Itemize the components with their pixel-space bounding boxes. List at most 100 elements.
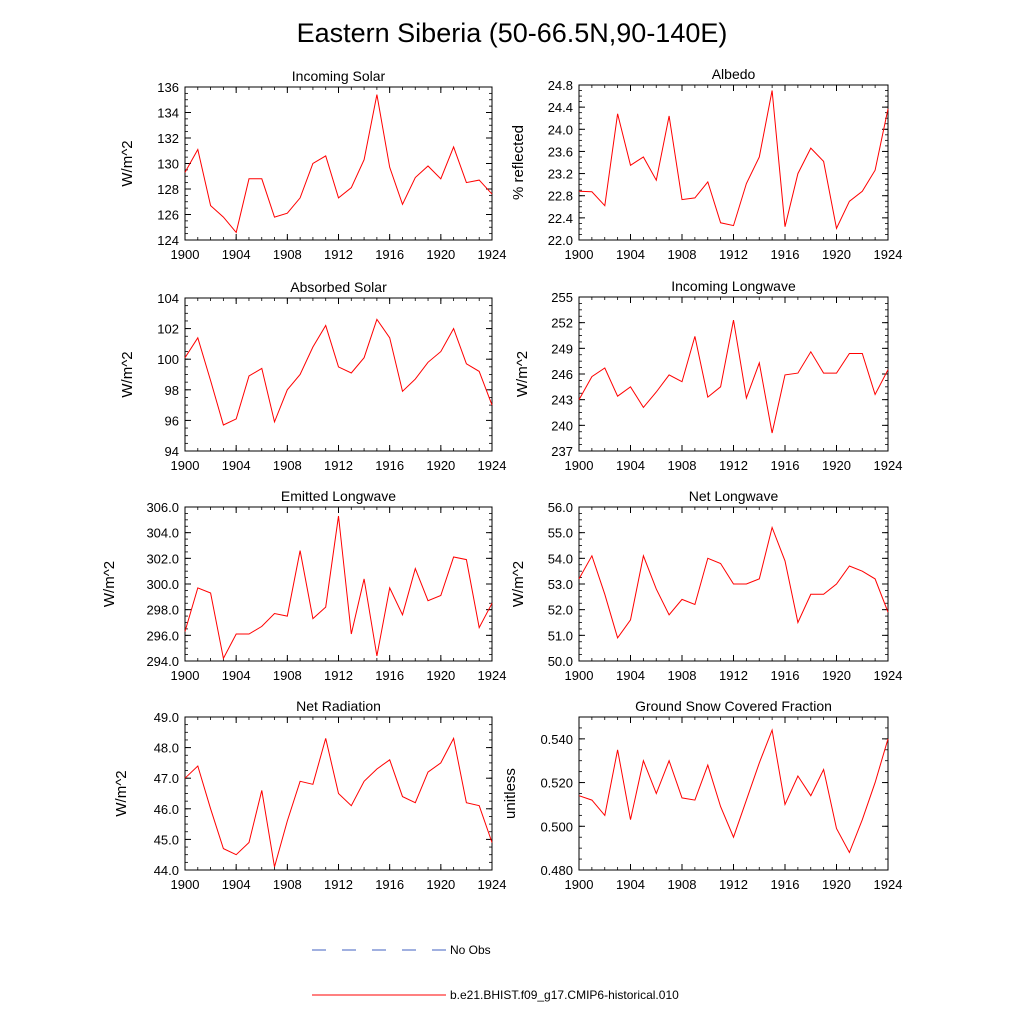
x-tick-label: 1904 <box>616 458 645 473</box>
y-tick-label: 306.0 <box>146 500 179 515</box>
panel-3: 1900 1904 1908 1912 1916 1920 1924 237 240 243 246… <box>514 278 902 473</box>
panel-5: 1900 1904 1908 1912 1916 1920 1924 50.0 51.0 52.0… <box>510 488 902 683</box>
panel-title: Emitted Longwave <box>281 488 396 504</box>
y-tick-label: 0.500 <box>540 819 573 834</box>
y-tick-label: 23.2 <box>548 167 573 182</box>
x-tick-label: 1904 <box>616 877 645 892</box>
y-tick-label: 128 <box>157 182 179 197</box>
x-tick-label: 1924 <box>478 668 507 683</box>
y-tick-label: 24.0 <box>548 122 573 137</box>
y-axis-label: % reflected <box>510 125 527 200</box>
x-tick-label: 1920 <box>822 458 851 473</box>
x-tick-label: 1908 <box>668 668 697 683</box>
y-tick-label: 0.480 <box>540 863 573 878</box>
y-tick-label: 50.0 <box>548 654 573 669</box>
y-tick-label: 130 <box>157 157 179 172</box>
y-tick-label: 45.0 <box>154 832 179 847</box>
panel-title: Net Longwave <box>689 488 779 504</box>
x-tick-label: 1904 <box>616 668 645 683</box>
x-tick-label: 1904 <box>222 668 251 683</box>
x-tick-label: 1920 <box>822 877 851 892</box>
x-tick-label: 1920 <box>822 247 851 262</box>
y-axis-label: unitless <box>502 768 519 819</box>
y-tick-label: 300.0 <box>146 577 179 592</box>
y-tick-label: 98 <box>165 383 179 398</box>
y-tick-label: 296.0 <box>146 628 179 643</box>
y-tick-label: 134 <box>157 106 179 121</box>
y-tick-label: 304.0 <box>146 526 179 541</box>
y-tick-label: 94 <box>165 444 179 459</box>
y-tick-label: 240 <box>551 418 573 433</box>
y-tick-label: 53.0 <box>548 577 573 592</box>
y-tick-label: 104 <box>157 291 179 306</box>
y-tick-label: 252 <box>551 316 573 331</box>
y-tick-label: 0.520 <box>540 776 573 791</box>
x-tick-label: 1916 <box>771 668 800 683</box>
y-tick-label: 126 <box>157 208 179 223</box>
x-tick-label: 1924 <box>874 877 903 892</box>
x-tick-label: 1904 <box>222 247 251 262</box>
y-tick-label: 52.0 <box>548 603 573 618</box>
y-tick-label: 22.0 <box>548 233 573 248</box>
panel-7: 1900 1904 1908 1912 1916 1920 1924 0.480 0.500 0.… <box>502 698 902 892</box>
x-tick-label: 1900 <box>565 247 594 262</box>
y-tick-label: 136 <box>157 80 179 95</box>
series-line <box>578 728 889 854</box>
legend-label-0: No Obs <box>450 943 491 957</box>
y-axis-label: W/m^2 <box>510 561 527 607</box>
y-tick-label: 102 <box>157 322 179 337</box>
y-tick-label: 55.0 <box>548 526 573 541</box>
x-tick-label: 1924 <box>478 458 507 473</box>
y-tick-label: 51.0 <box>548 628 573 643</box>
panel-title: Absorbed Solar <box>290 279 387 295</box>
x-tick-label: 1912 <box>324 877 353 892</box>
x-tick-label: 1912 <box>719 247 748 262</box>
x-tick-label: 1900 <box>171 458 200 473</box>
x-tick-label: 1900 <box>171 877 200 892</box>
y-tick-label: 22.8 <box>548 189 573 204</box>
y-tick-label: 56.0 <box>548 500 573 515</box>
x-tick-label: 1912 <box>324 247 353 262</box>
x-tick-label: 1916 <box>771 458 800 473</box>
y-axis-label: W/m^2 <box>113 770 130 816</box>
series-line <box>184 94 493 234</box>
x-tick-label: 1900 <box>565 458 594 473</box>
y-tick-label: 243 <box>551 393 573 408</box>
y-tick-label: 249 <box>551 341 573 356</box>
series-line <box>578 525 889 640</box>
x-tick-label: 1900 <box>171 668 200 683</box>
y-tick-label: 49.0 <box>154 710 179 725</box>
plot-frame <box>184 506 493 662</box>
y-tick-label: 24.8 <box>548 78 573 93</box>
y-axis-label: W/m^2 <box>514 351 531 397</box>
legend-label-1: b.e21.BHIST.f09_g17.CMIP6-historical.010 <box>450 988 679 1002</box>
y-tick-label: 44.0 <box>154 863 179 878</box>
x-tick-label: 1904 <box>222 458 251 473</box>
x-tick-label: 1924 <box>478 877 507 892</box>
x-tick-label: 1916 <box>771 877 800 892</box>
x-tick-label: 1916 <box>375 668 404 683</box>
y-tick-label: 302.0 <box>146 551 179 566</box>
x-tick-label: 1920 <box>426 668 455 683</box>
x-tick-label: 1908 <box>273 668 302 683</box>
legend: No Obs b.e21.BHIST.f09_g17.CMIP6-historic… <box>312 943 679 1002</box>
y-tick-label: 132 <box>157 131 179 146</box>
panel-2: 1900 1904 1908 1912 1916 1920 1924 94 96 98 100 102… <box>119 279 506 473</box>
series-line <box>578 90 889 230</box>
x-tick-label: 1924 <box>874 668 903 683</box>
y-tick-label: 22.4 <box>548 211 573 226</box>
panel-title: Incoming Solar <box>292 68 386 84</box>
x-tick-label: 1920 <box>822 668 851 683</box>
x-tick-label: 1900 <box>171 247 200 262</box>
panel-title: Ground Snow Covered Fraction <box>635 698 832 714</box>
y-tick-label: 237 <box>551 444 573 459</box>
y-tick-label: 124 <box>157 233 179 248</box>
x-tick-label: 1912 <box>324 458 353 473</box>
x-tick-label: 1920 <box>426 877 455 892</box>
x-tick-label: 1920 <box>426 458 455 473</box>
x-tick-label: 1924 <box>874 458 903 473</box>
x-tick-label: 1900 <box>565 877 594 892</box>
y-tick-label: 96 <box>165 413 179 428</box>
panel-4: 1900 1904 1908 1912 1916 1920 1924 294.0 296.0 29… <box>101 488 506 683</box>
